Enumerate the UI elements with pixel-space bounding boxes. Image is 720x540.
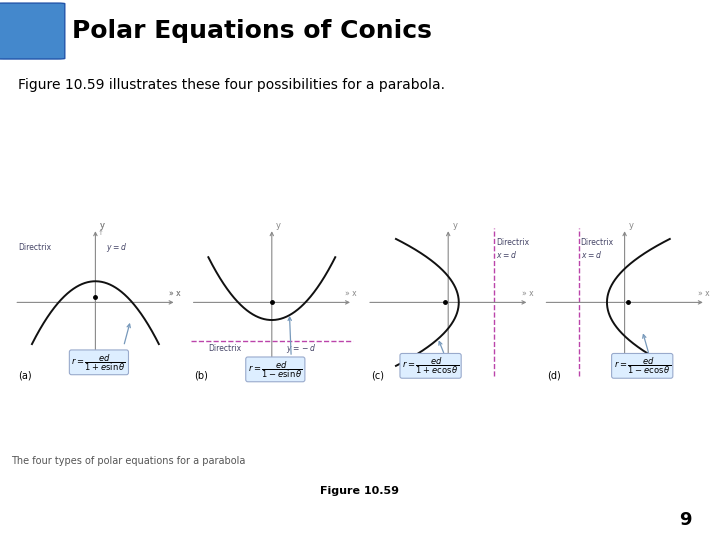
- Text: $r = \dfrac{ed}{1 - e\cos\theta}$: $r = \dfrac{ed}{1 - e\cos\theta}$: [613, 355, 671, 376]
- Text: » x: » x: [169, 289, 181, 298]
- Text: Figure 10.59 illustrates these four possibilities for a parabola.: Figure 10.59 illustrates these four poss…: [18, 78, 445, 92]
- FancyBboxPatch shape: [0, 3, 65, 59]
- Text: y: y: [276, 221, 281, 230]
- Text: $x=d$: $x=d$: [580, 249, 601, 260]
- Text: (a): (a): [18, 370, 32, 380]
- Text: $r = \dfrac{ed}{1 - e\sin\theta}$: $r = \dfrac{ed}{1 - e\sin\theta}$: [248, 359, 303, 380]
- Text: $x=d$: $x=d$: [497, 249, 518, 260]
- Text: $y=-d$: $y=-d$: [286, 342, 316, 355]
- Text: Directrix: Directrix: [497, 238, 530, 247]
- Text: (d): (d): [547, 370, 561, 380]
- Text: (c): (c): [371, 370, 384, 380]
- Text: y: y: [629, 221, 634, 230]
- Text: Figure 10.59: Figure 10.59: [320, 486, 400, 496]
- Text: $r = \dfrac{ed}{1 + e\sin\theta}$: $r = \dfrac{ed}{1 + e\sin\theta}$: [71, 352, 127, 373]
- Text: $y=d$: $y=d$: [106, 241, 127, 254]
- Text: Polar Equations of Conics: Polar Equations of Conics: [72, 19, 432, 43]
- Text: » x: » x: [346, 289, 357, 298]
- Text: y: y: [99, 221, 104, 230]
- Text: ↑: ↑: [97, 230, 103, 236]
- Text: » x: » x: [522, 289, 534, 298]
- Text: y: y: [452, 221, 457, 230]
- Text: $r = \dfrac{ed}{1 + e\cos\theta}$: $r = \dfrac{ed}{1 + e\cos\theta}$: [402, 355, 459, 376]
- Text: Directrix: Directrix: [18, 243, 51, 252]
- Text: The four types of polar equations for a parabola: The four types of polar equations for a …: [11, 456, 246, 467]
- Text: Directrix: Directrix: [208, 344, 241, 353]
- Text: » x: » x: [169, 289, 181, 298]
- Text: (b): (b): [194, 370, 208, 380]
- Text: » x: » x: [698, 289, 710, 298]
- Text: y: y: [99, 221, 104, 230]
- Text: Directrix: Directrix: [580, 238, 613, 247]
- Text: 9: 9: [679, 511, 691, 529]
